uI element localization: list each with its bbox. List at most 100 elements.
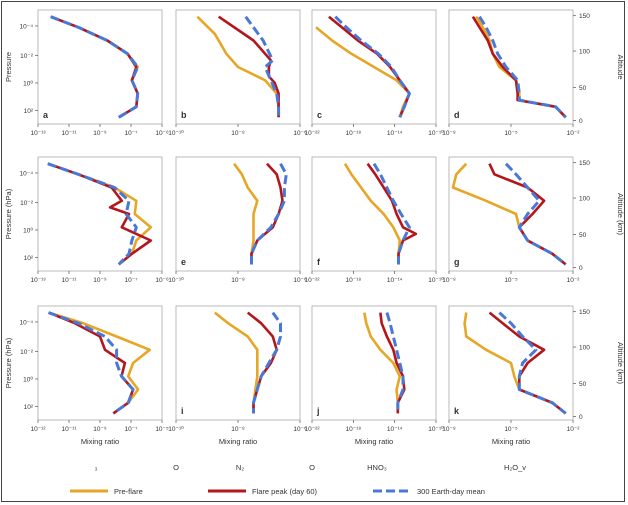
x-tick-label: 10⁻¹⁸: [346, 130, 362, 137]
panel-e: [175, 156, 301, 272]
y2-tick-label: 100: [579, 49, 590, 56]
y-tick-label: 10⁰: [23, 375, 33, 383]
series-line-pre-flare: [363, 312, 402, 414]
y2-tick-label: 150: [579, 309, 590, 316]
x-tick-label: 10⁻⁵: [155, 426, 169, 433]
legend-flare-peak-label: Flare peak (day 60): [252, 487, 318, 496]
x-tick-label: 10⁻⁷: [124, 426, 138, 433]
x-tick-label: 10⁻⁹: [93, 130, 107, 137]
y2-tick-label: 0: [579, 265, 583, 272]
x-tick-label: 10⁻⁶: [293, 130, 307, 137]
y-tick-label: 10⁻⁴: [20, 23, 34, 30]
x-axis-label: Mixing ratio: [219, 437, 257, 446]
species-label: O: [309, 463, 315, 472]
species-label: N₂: [236, 463, 244, 472]
x-tick-label: 10⁻²²: [305, 130, 321, 137]
species-label: HNO₃: [367, 463, 387, 472]
x-tick-label: 10⁻¹⁰: [168, 425, 184, 433]
x-tick-label: 10⁻⁶: [293, 277, 307, 284]
x-tick-label: 10⁻¹⁰: [168, 129, 184, 137]
panel-letter: k: [454, 406, 460, 416]
y-tick-label: 10²: [24, 404, 34, 411]
y-tick-label: 10²: [24, 255, 34, 262]
x-tick-label: 10⁻¹⁰: [428, 276, 444, 284]
series-line-mean: [478, 15, 567, 119]
legend-mean-label: 300 Earth-day mean: [417, 487, 485, 496]
y-tick-label: 10⁻²: [20, 53, 34, 60]
x-tick-label: 10⁻⁸: [442, 130, 456, 137]
y-tick-label: 10²: [24, 108, 34, 115]
x-tick-label: 10⁻²: [567, 277, 581, 284]
y2-axis-label: Altitude (km): [616, 342, 625, 385]
x-tick-label: 10⁻²²: [305, 277, 321, 284]
panel-g: [448, 156, 574, 272]
y2-axis-label: Altitude: [616, 54, 625, 79]
x-tick-label: 10⁻⁵: [504, 426, 518, 433]
species-label: O: [173, 463, 179, 472]
y2-axis-label: Altitude (km): [616, 193, 625, 236]
x-tick-label: 10⁻¹⁴: [387, 426, 403, 433]
y-tick-label: 10⁻²: [20, 200, 34, 207]
x-tick-label: 10⁻¹¹: [62, 130, 78, 137]
x-tick-label: 10⁻¹³: [31, 277, 47, 284]
y-tick-label: 10⁻⁴: [20, 170, 34, 177]
y2-tick-label: 50: [579, 381, 587, 388]
x-tick-label: 10⁻¹⁰: [168, 276, 184, 284]
series-line-flare-peak: [47, 162, 153, 266]
species-label: H₂O_v: [504, 463, 526, 472]
y2-tick-label: 100: [579, 345, 590, 352]
x-tick-label: 10⁻⁸: [231, 426, 245, 433]
y-tick-label: 10⁻⁴: [20, 319, 34, 326]
species-label: ₃: [94, 463, 97, 472]
series-line-mean: [252, 311, 282, 414]
x-tick-label: 10⁻⁸: [442, 277, 456, 284]
legend-pre-flare-label: Pre-flare: [114, 487, 143, 496]
series-line-mean: [250, 162, 288, 265]
y2-tick-label: 50: [579, 85, 587, 92]
y2-tick-label: 150: [579, 160, 590, 167]
x-tick-label: 10⁻⁶: [293, 426, 307, 433]
panel-a: [37, 9, 163, 125]
panel-letter: j: [316, 406, 320, 416]
x-tick-label: 10⁻¹²: [31, 426, 47, 433]
series-line-mean: [244, 15, 281, 118]
series-line-mean: [48, 311, 135, 415]
y-axis-label: Pressure (hPa): [4, 337, 13, 388]
x-tick-label: 10⁻¹⁰: [428, 425, 444, 433]
y2-tick-label: 0: [579, 414, 583, 421]
x-tick-label: 10⁻⁵: [504, 277, 518, 284]
x-tick-label: 10⁻⁷: [124, 277, 138, 284]
y-tick-label: 10⁰: [23, 79, 33, 87]
x-tick-label: 10⁻⁸: [231, 277, 245, 284]
series-line-pre-flare: [48, 311, 151, 415]
panel-letter: c: [317, 110, 322, 120]
y-axis-label: Pressure (hPa): [4, 188, 13, 239]
x-tick-label: 10⁻¹⁰: [428, 129, 444, 137]
x-tick-label: 10⁻⁹: [93, 277, 107, 284]
x-axis-label: Mixing ratio: [492, 437, 530, 446]
series-line-mean: [334, 15, 411, 118]
x-tick-label: 10⁻¹¹: [62, 426, 78, 433]
x-axis-label: Mixing ratio: [81, 437, 119, 446]
x-tick-label: 10⁻⁷: [124, 130, 138, 137]
panel-letter: a: [43, 110, 49, 120]
x-tick-label: 10⁻⁹: [93, 426, 107, 433]
x-tick-label: 10⁻¹⁸: [346, 426, 362, 433]
panel-letter: d: [454, 110, 460, 120]
series-line-mean: [504, 162, 567, 266]
x-tick-label: 10⁻²²: [305, 426, 321, 433]
series-line-mean: [50, 15, 140, 119]
panel-h: [37, 305, 163, 421]
panel-f: [311, 156, 437, 272]
x-tick-label: 10⁻⁶: [155, 277, 169, 284]
y2-tick-label: 150: [579, 13, 590, 20]
panel-j: [311, 305, 437, 421]
y2-tick-label: 0: [579, 118, 583, 125]
x-tick-label: 10⁻⁵: [504, 130, 518, 137]
panel-letter: g: [454, 257, 460, 267]
x-tick-label: 10⁻⁸: [231, 130, 245, 137]
x-tick-label: 10⁻¹⁴: [387, 130, 403, 137]
x-tick-label: 10⁻²: [567, 426, 581, 433]
